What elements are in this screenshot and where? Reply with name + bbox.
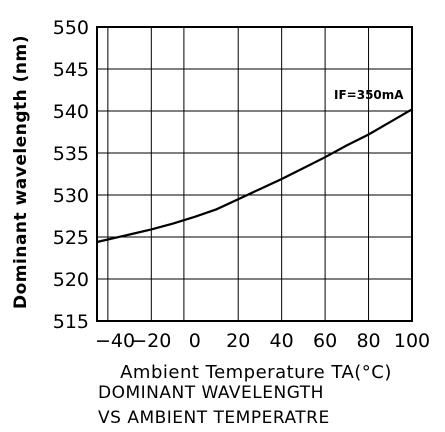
y-tick-label: 520: [53, 269, 89, 291]
series-group: [96, 108, 413, 244]
y-tick-label: 530: [53, 185, 89, 207]
x-tick-label: 80: [356, 330, 380, 352]
y-tick-labels: 515 520 525 530 535 540 545 550: [53, 17, 89, 333]
x-tick-label: 40: [270, 330, 294, 352]
grid-lines: [97, 27, 412, 321]
y-tick-label: 525: [53, 227, 89, 249]
y-tick-label: 535: [53, 143, 89, 165]
condition-annotation: IF=350mA: [334, 88, 404, 102]
x-tick-label: −40: [95, 330, 135, 352]
x-tick-label: −20: [131, 330, 171, 352]
y-axis-label: Dominant wavelength (nm): [11, 35, 31, 309]
caption-line-1: DOMINANT WAVELENGTH: [98, 383, 324, 403]
x-tick-label: 100: [394, 330, 430, 352]
plot-frame: [96, 26, 413, 322]
x-tick-label: 0: [189, 330, 201, 352]
caption-line-2: VS AMBIENT TEMPERATRE: [98, 408, 330, 428]
x-axis-label: Ambient Temperature TA(°C): [120, 362, 392, 383]
y-tick-label: 545: [53, 59, 89, 81]
x-tick-label: 60: [313, 330, 337, 352]
x-tick-labels: −40−20 0 20 40 60 80 100: [95, 330, 430, 352]
y-tick-label: 540: [53, 101, 89, 123]
x-tick-label: 20: [226, 330, 250, 352]
y-tick-label: 550: [53, 17, 89, 39]
series-line: [96, 108, 413, 244]
y-tick-label: 515: [53, 311, 89, 333]
